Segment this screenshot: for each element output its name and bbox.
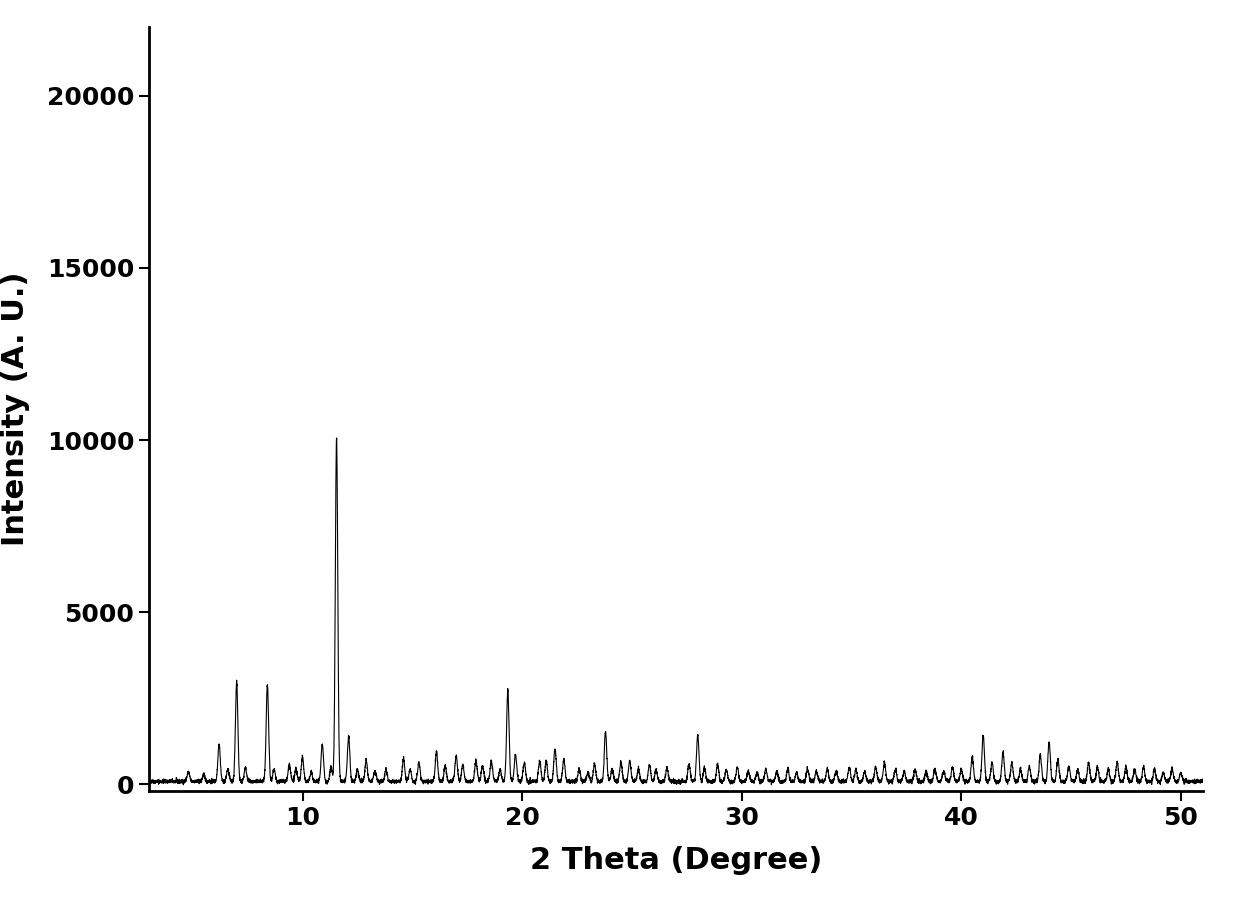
- X-axis label: 2 Theta (Degree): 2 Theta (Degree): [529, 846, 822, 876]
- Y-axis label: Intensity (A. U.): Intensity (A. U.): [1, 271, 30, 547]
